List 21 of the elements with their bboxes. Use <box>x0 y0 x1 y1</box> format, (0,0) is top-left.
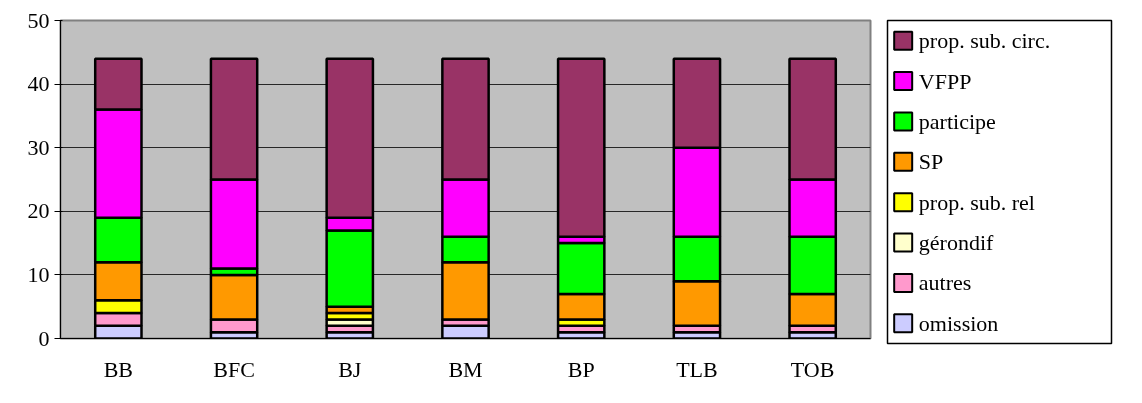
y-tick-label: 0 <box>38 325 50 351</box>
legend-label: VFPP <box>918 68 972 94</box>
y-tick-label: 50 <box>27 7 50 33</box>
legend-label: SP <box>918 149 944 175</box>
y-tick-label: 40 <box>27 71 50 97</box>
x-tick-label: BB <box>103 356 134 382</box>
legend-label: omission <box>918 310 999 336</box>
legend-label: autres <box>918 270 972 296</box>
legend-label: gérondif <box>918 230 995 256</box>
y-tick-label: 20 <box>27 198 50 224</box>
legend-label: participe <box>918 108 996 134</box>
x-tick-label: BJ <box>338 356 362 382</box>
x-tick-label: TLB <box>676 356 718 382</box>
legend-label: prop. sub. circ. <box>918 28 1051 54</box>
x-tick-label: BM <box>448 356 483 382</box>
x-tick-label: TOB <box>790 356 835 382</box>
y-tick-label: 10 <box>27 261 50 287</box>
x-tick-label: BFC <box>213 356 255 382</box>
legend-label: prop. sub. rel <box>918 189 1035 215</box>
y-tick-label: 30 <box>27 134 50 160</box>
x-tick-label: BP <box>567 356 595 382</box>
